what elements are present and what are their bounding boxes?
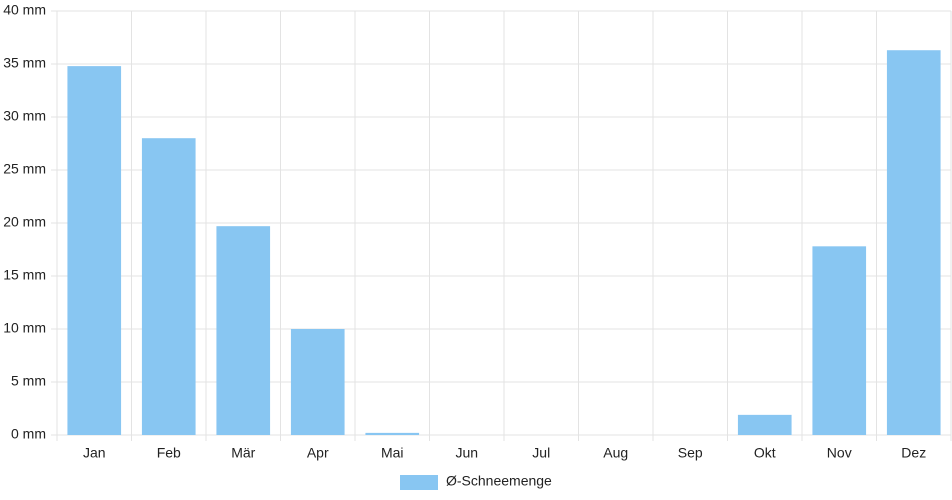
- x-tick-label: Dez: [901, 445, 926, 461]
- legend-label: Ø-Schneemenge: [446, 473, 552, 489]
- y-tick-label: 15 mm: [3, 267, 46, 283]
- x-tick-label: Aug: [603, 445, 628, 461]
- bar: [67, 66, 122, 436]
- y-tick-label: 20 mm: [3, 214, 46, 230]
- bar: [290, 329, 345, 435]
- y-tick-label: 10 mm: [3, 320, 46, 336]
- x-tick-label: Okt: [754, 445, 776, 461]
- x-tick-label: Jul: [532, 445, 550, 461]
- y-tick-label: 40 mm: [3, 2, 46, 18]
- x-tick-label: Mär: [231, 445, 255, 461]
- bar: [812, 246, 867, 435]
- x-tick-label: Sep: [678, 445, 703, 461]
- y-tick-label: 30 mm: [3, 108, 46, 124]
- y-tick-label: 0 mm: [11, 426, 46, 442]
- bar: [737, 414, 792, 435]
- x-tick-label: Jan: [83, 445, 106, 461]
- x-tick-label: Mai: [381, 445, 404, 461]
- y-tick-label: 5 mm: [11, 373, 46, 389]
- x-tick-label: Nov: [827, 445, 852, 461]
- bar: [886, 50, 941, 435]
- bar: [216, 226, 271, 435]
- x-tick-label: Feb: [157, 445, 181, 461]
- x-tick-label: Jun: [455, 445, 478, 461]
- legend-swatch: [400, 475, 438, 490]
- y-tick-label: 25 mm: [3, 161, 46, 177]
- bar: [365, 432, 420, 435]
- x-tick-label: Apr: [307, 445, 329, 461]
- y-tick-label: 35 mm: [3, 55, 46, 71]
- bar: [141, 138, 196, 435]
